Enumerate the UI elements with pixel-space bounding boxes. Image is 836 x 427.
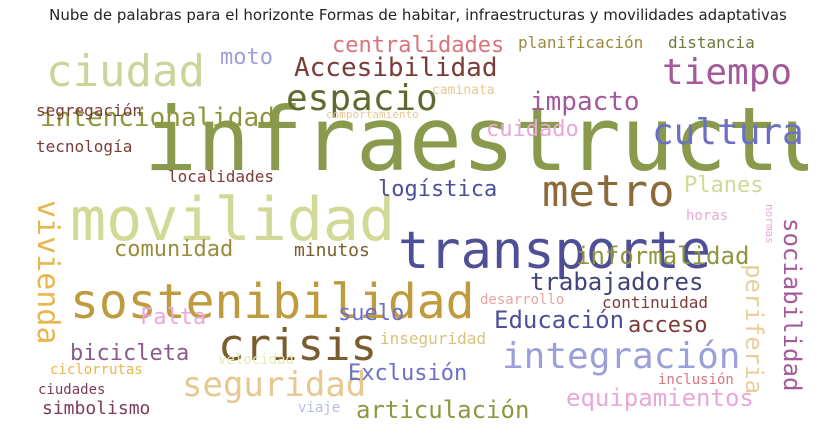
word-35: minutos <box>294 240 370 261</box>
word-cloud: infraestructuramovilidadtransportesosten… <box>32 28 808 422</box>
word-44: desarrollo <box>480 292 564 308</box>
word-30: Exclusión <box>348 361 467 386</box>
word-52: comportamiento <box>326 108 419 121</box>
word-32: Falta <box>140 305 206 330</box>
word-45: ciclorrutas <box>50 362 143 378</box>
word-24: centralidades <box>332 33 504 58</box>
word-25: cuidado <box>486 117 579 142</box>
chart-title: Nube de palabras para el horizonte Forma… <box>49 6 787 24</box>
word-3: transporte <box>398 221 711 281</box>
word-26: logística <box>378 177 497 202</box>
word-23: articulación <box>356 396 529 422</box>
word-33: moto <box>220 45 273 70</box>
word-49: horas <box>686 208 728 224</box>
word-14: Accesibilidad <box>294 53 498 83</box>
word-36: simbolismo <box>42 398 150 419</box>
word-41: segregación <box>36 101 142 120</box>
word-11: integración <box>502 336 740 377</box>
word-13: vivienda <box>32 200 65 345</box>
word-18: periferia <box>740 264 768 394</box>
word-15: intencionalidad <box>40 103 275 133</box>
word-50: normas <box>763 204 776 244</box>
word-9: espacio <box>286 78 438 119</box>
word-8: tiempo <box>662 52 792 93</box>
word-42: tecnología <box>36 137 132 156</box>
word-21: Educación <box>494 306 624 334</box>
word-46: velocidad <box>218 352 294 368</box>
word-17: sociabilidad <box>778 218 806 391</box>
word-43: inseguridad <box>380 329 486 348</box>
word-22: equipamientos <box>566 384 754 412</box>
word-16: impacto <box>530 87 640 117</box>
word-51: caminata <box>432 83 495 98</box>
word-39: localidades <box>168 167 274 186</box>
word-38: distancia <box>668 33 755 52</box>
word-5: crisis <box>218 320 377 371</box>
word-7: ciudad <box>46 46 205 97</box>
word-19: trabajadores <box>530 268 703 296</box>
word-53: viaje <box>298 400 340 416</box>
word-4: sostenibilidad <box>70 274 475 330</box>
word-28: comunidad <box>114 237 233 262</box>
word-6: metro <box>542 166 674 217</box>
word-47: ciudades <box>38 382 105 398</box>
word-12: seguridad <box>182 365 366 405</box>
word-2: movilidad <box>70 185 395 255</box>
word-1: infraestructura <box>144 88 808 191</box>
word-10: cultura <box>652 112 804 153</box>
word-27: Planes <box>684 173 763 198</box>
word-37: planificación <box>518 33 643 52</box>
word-20: informalidad <box>576 242 749 270</box>
word-34: acceso <box>628 313 707 338</box>
word-cloud-canvas: infraestructuramovilidadtransportesosten… <box>32 33 808 422</box>
word-29: bicicleta <box>70 341 189 366</box>
word-40: continuidad <box>602 293 708 312</box>
word-48: inclusión <box>658 372 734 388</box>
word-31: suelo <box>338 301 404 326</box>
